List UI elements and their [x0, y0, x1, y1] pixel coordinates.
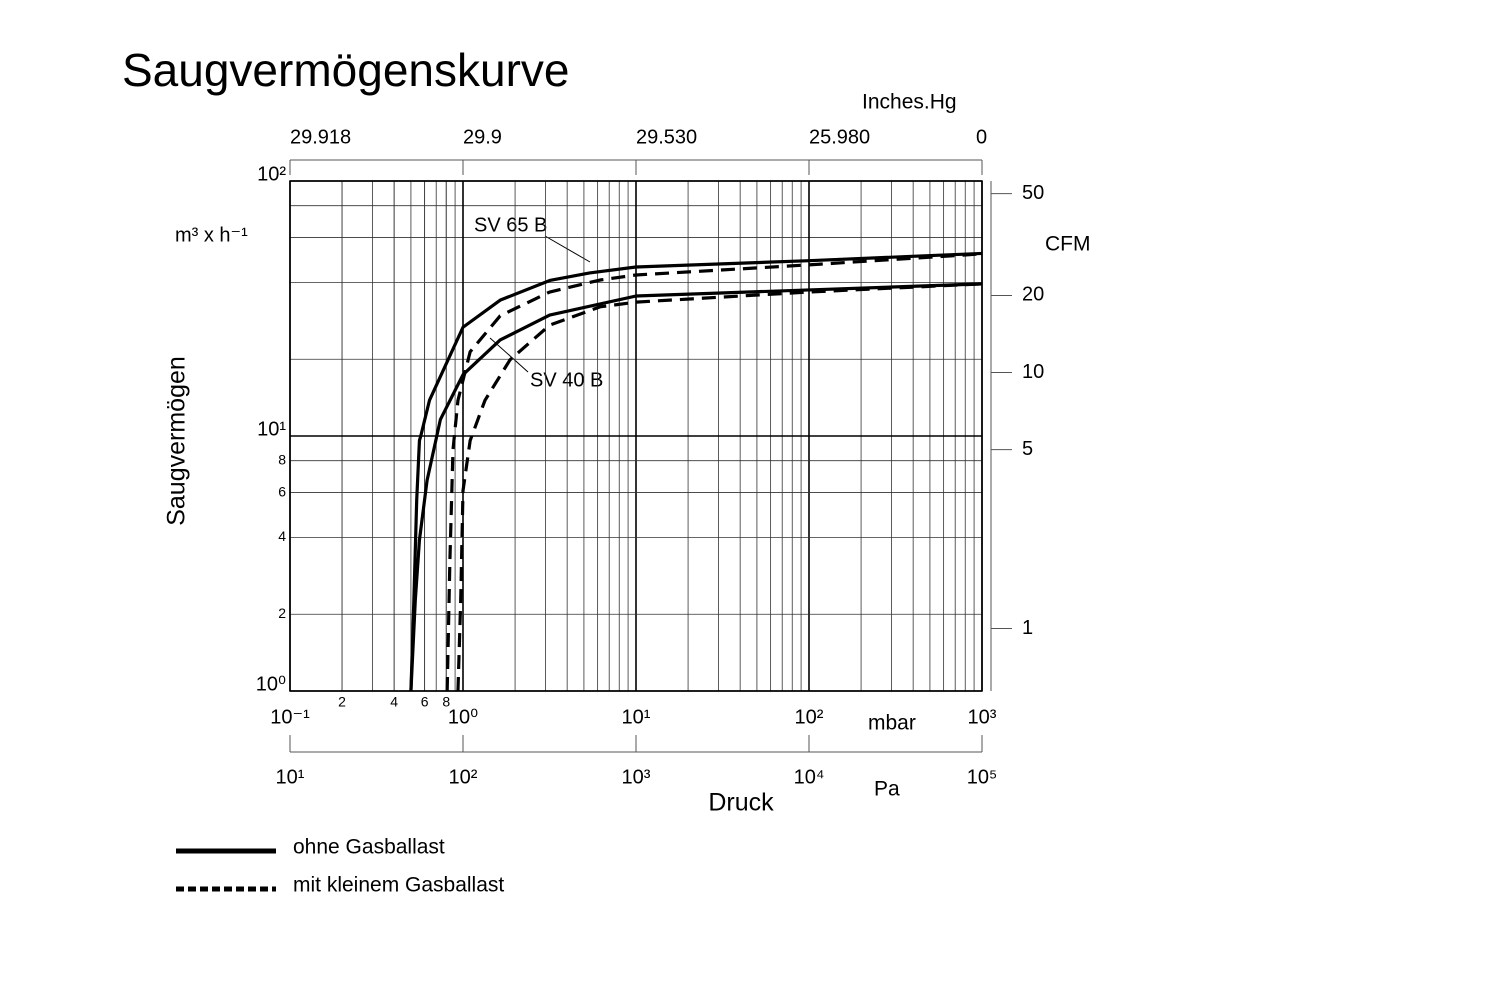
- annotation: SV 40 B: [530, 369, 603, 391]
- top-tick-label: 29.530: [636, 126, 697, 148]
- legend-label: ohne Gasballast: [293, 836, 445, 859]
- x-axis-title: Druck: [708, 789, 774, 817]
- x-tick-label: 8: [442, 694, 450, 710]
- x-tick-label: 2: [338, 694, 346, 710]
- right-tick-label: 5: [1022, 438, 1033, 460]
- y-tick-label: 10²: [257, 163, 286, 185]
- series-line: [456, 282, 983, 692]
- pa-tick-label: 10²: [449, 766, 478, 788]
- pa-tick-label: 10³: [622, 766, 651, 788]
- pa-tick-label: 10⁴: [794, 766, 825, 788]
- series-line: [409, 282, 983, 692]
- series-line: [445, 252, 983, 692]
- y-axis-title: Saugvermögen: [163, 356, 191, 526]
- chart-title: Saugvermögenskurve: [122, 44, 569, 96]
- x-tick-label: 6: [421, 694, 429, 710]
- pa-tick-label: 10¹: [276, 766, 305, 788]
- top-tick-label: 29.9: [463, 126, 502, 148]
- right-tick-label: 50: [1022, 182, 1044, 204]
- x-tick-label: 10⁰: [448, 706, 478, 728]
- legend-label: mit kleinem Gasballast: [293, 874, 504, 897]
- x-tick-label: 10⁻¹: [270, 706, 310, 728]
- top-tick-label: 29.918: [290, 126, 351, 148]
- pa-axis-title: Pa: [874, 778, 900, 801]
- right-axis-title: CFM: [1045, 233, 1091, 256]
- annotation: SV 65 B: [474, 214, 547, 236]
- right-tick-label: 10: [1022, 361, 1044, 383]
- top-axis-title: Inches.Hg: [862, 91, 957, 114]
- x-tick-label: 10²: [795, 706, 824, 728]
- right-tick-label: 1: [1022, 617, 1033, 639]
- right-tick-label: 20: [1022, 284, 1044, 306]
- y-tick-label: 6: [278, 483, 286, 499]
- x-tick-label: 10³: [968, 706, 997, 728]
- x-tick-label: 10¹: [622, 706, 651, 728]
- pa-tick-label: 10⁵: [967, 766, 998, 788]
- y-tick-label: 4: [278, 528, 286, 544]
- plot-frame: [289, 180, 983, 692]
- y-tick-label: 10¹: [257, 418, 286, 440]
- y-tick-label: 2: [278, 605, 286, 621]
- y-tick-label: 10⁰: [256, 673, 286, 695]
- x-tick-label: 4: [390, 694, 398, 710]
- top-tick-label: 0: [976, 126, 987, 148]
- y-tick-label: 8: [278, 451, 286, 467]
- x-axis-unit: mbar: [868, 712, 916, 735]
- top-tick-label: 25.980: [809, 126, 870, 148]
- y-axis-unit: m³ x h⁻¹: [175, 224, 248, 246]
- series-line: [409, 251, 983, 692]
